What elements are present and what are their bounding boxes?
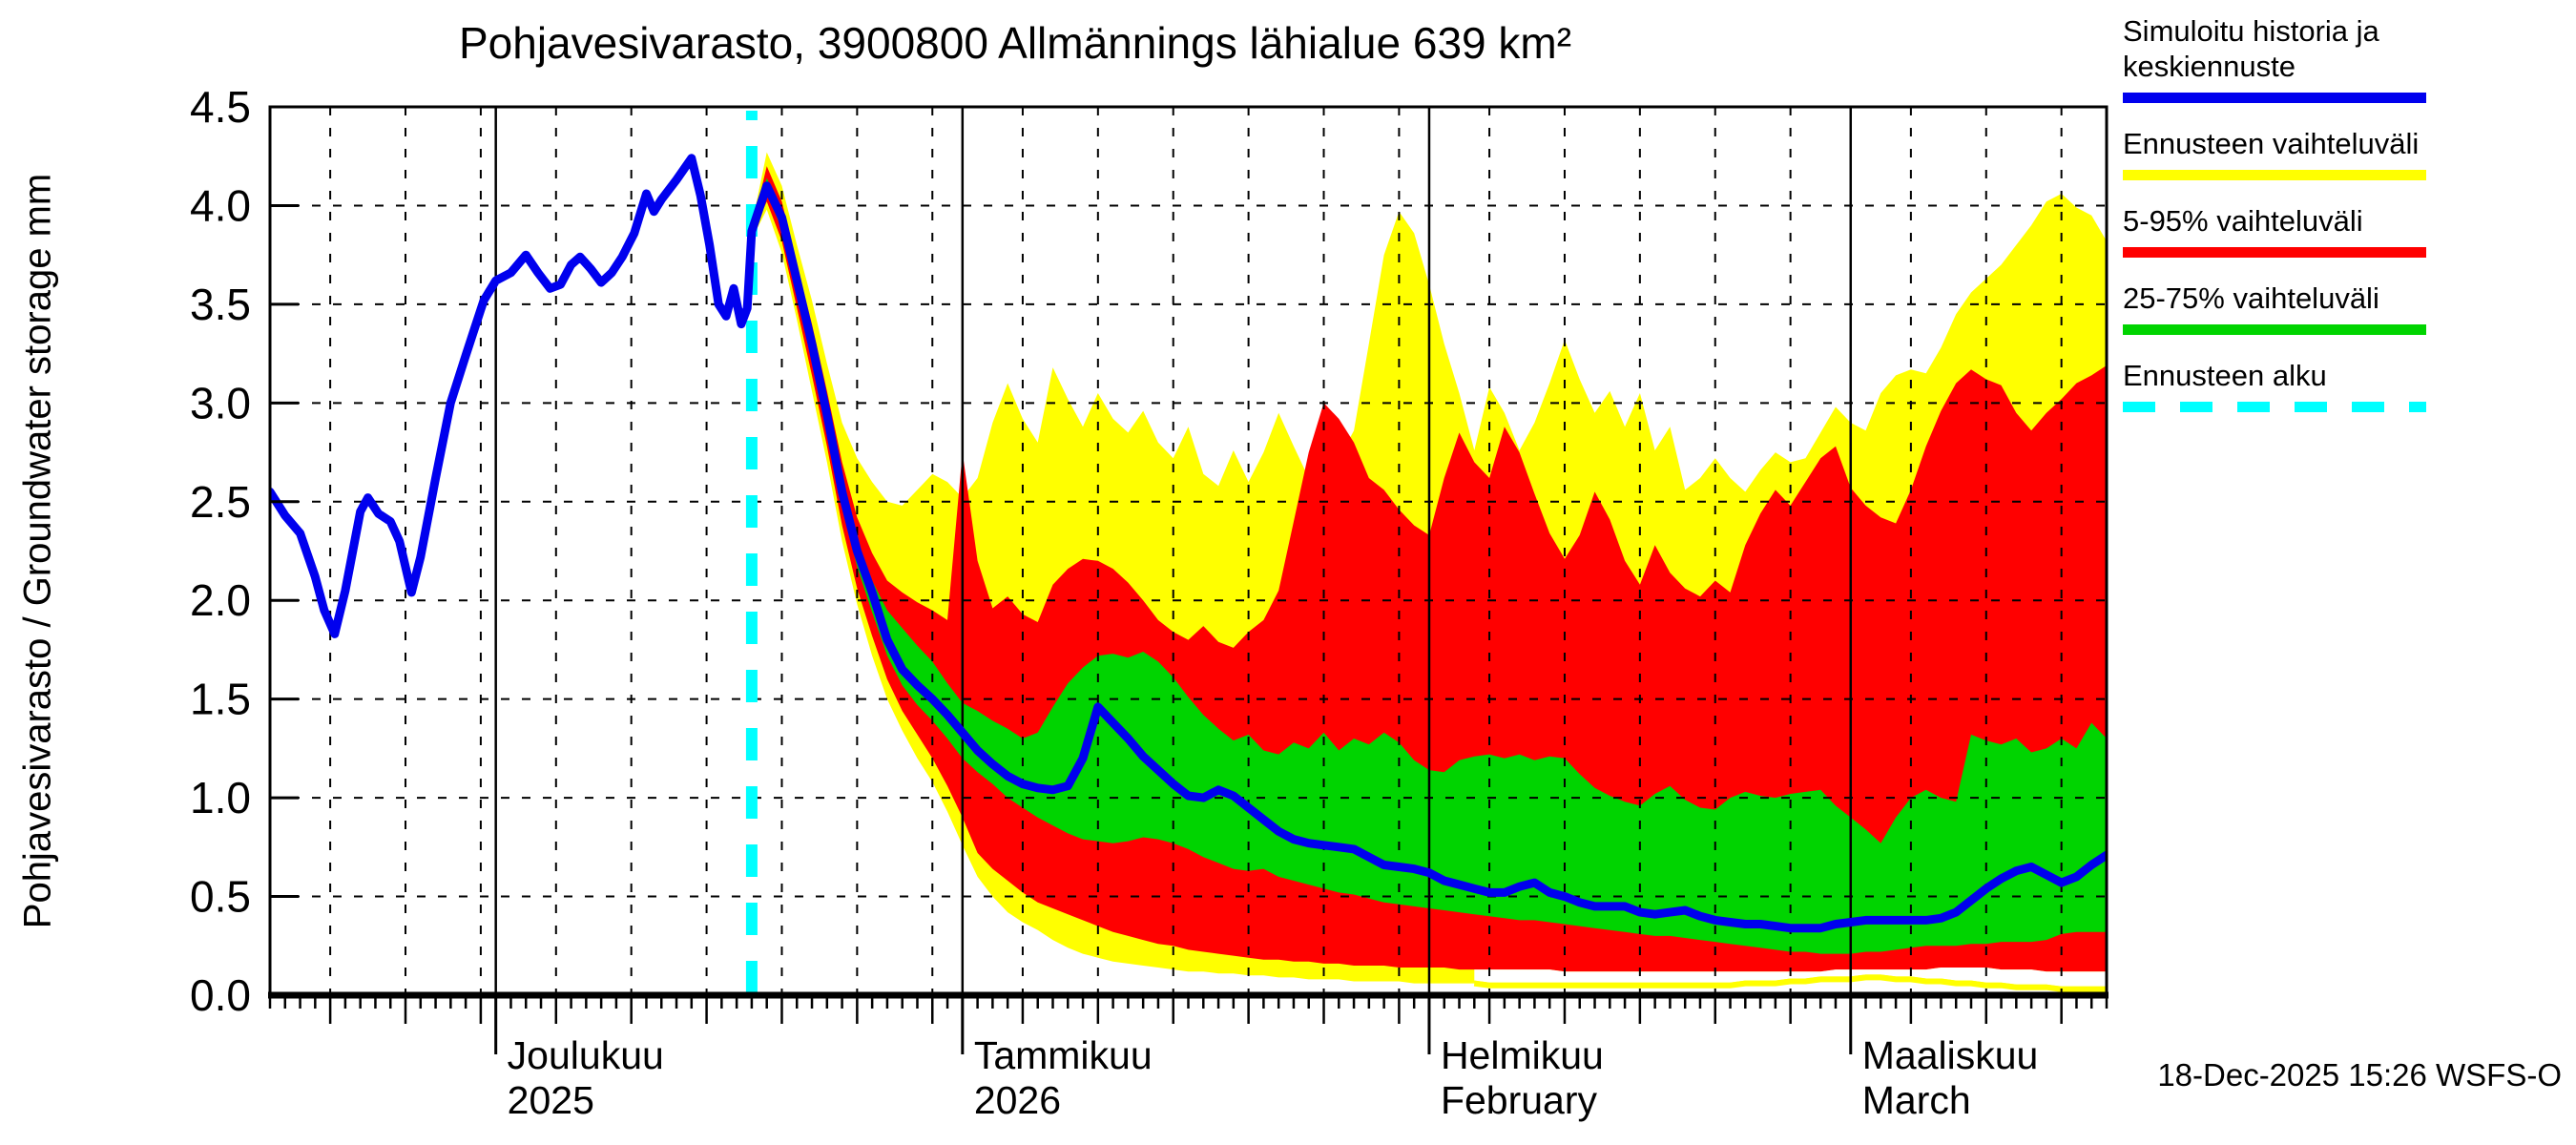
x-month-sublabel: 2025 xyxy=(508,1078,594,1122)
x-month-sublabel: March xyxy=(1862,1078,1971,1122)
page-title: Pohjavesivarasto, 3900800 Allmännings lä… xyxy=(458,18,1572,68)
legend-item-4: Ennusteen alku xyxy=(2123,358,2562,412)
x-month-sublabel: February xyxy=(1441,1078,1598,1122)
y-tick-label: 4.0 xyxy=(190,180,251,230)
legend-label: keskiennuste xyxy=(2123,50,2296,83)
x-month-label: Helmikuu xyxy=(1441,1033,1604,1077)
y-tick-label: 4.5 xyxy=(190,82,251,132)
run-timestamp: 18-Dec-2025 15:26 WSFS-O xyxy=(2157,1057,2562,1093)
legend-item-0: Simuloitu historia ja keskiennuste xyxy=(2123,13,2562,103)
y-tick-label: 2.0 xyxy=(190,575,251,625)
y-tick-label: 1.5 xyxy=(190,675,251,724)
x-month-label: Maaliskuu xyxy=(1862,1033,2039,1077)
legend-item-2: 5-95% vaihteluväli xyxy=(2123,203,2562,258)
y-tick-label: 3.5 xyxy=(190,280,251,329)
y-tick-label: 3.0 xyxy=(190,378,251,427)
x-month-sublabel: 2026 xyxy=(974,1078,1061,1122)
legend-label: Ennusteen alku xyxy=(2123,359,2327,392)
legend-label: 25-75% vaihteluväli xyxy=(2123,281,2379,315)
history-median-line xyxy=(270,154,2107,933)
y-tick-label: 2.5 xyxy=(190,477,251,527)
legend-item-3: 25-75% vaihteluväli xyxy=(2123,281,2562,335)
legend-swatch xyxy=(2123,247,2426,258)
band-gap-white xyxy=(1474,968,2107,987)
y-tick-label: 0.5 xyxy=(190,872,251,922)
band-25-75 xyxy=(751,177,2107,954)
minmax-lower-line xyxy=(1473,974,2107,992)
legend-label: Simuloitu historia ja xyxy=(2123,14,2379,48)
legend-label: Ennusteen vaihteluväli xyxy=(2123,127,2420,160)
chart-legend: Simuloitu historia ja keskiennuste Ennuste… xyxy=(2123,13,2562,435)
y-tick-label: 0.0 xyxy=(190,970,251,1020)
legend-swatch xyxy=(2123,170,2426,180)
legend-swatch xyxy=(2123,324,2426,335)
legend-swatch xyxy=(2123,93,2426,103)
legend-label: 5-95% vaihteluväli xyxy=(2123,204,2363,238)
legend-item-1: Ennusteen vaihteluväli xyxy=(2123,126,2562,180)
y-tick-label: 1.0 xyxy=(190,773,251,822)
legend-swatch xyxy=(2123,402,2426,412)
x-month-label: Joulukuu xyxy=(508,1033,664,1077)
x-month-label: Tammikuu xyxy=(974,1033,1153,1077)
